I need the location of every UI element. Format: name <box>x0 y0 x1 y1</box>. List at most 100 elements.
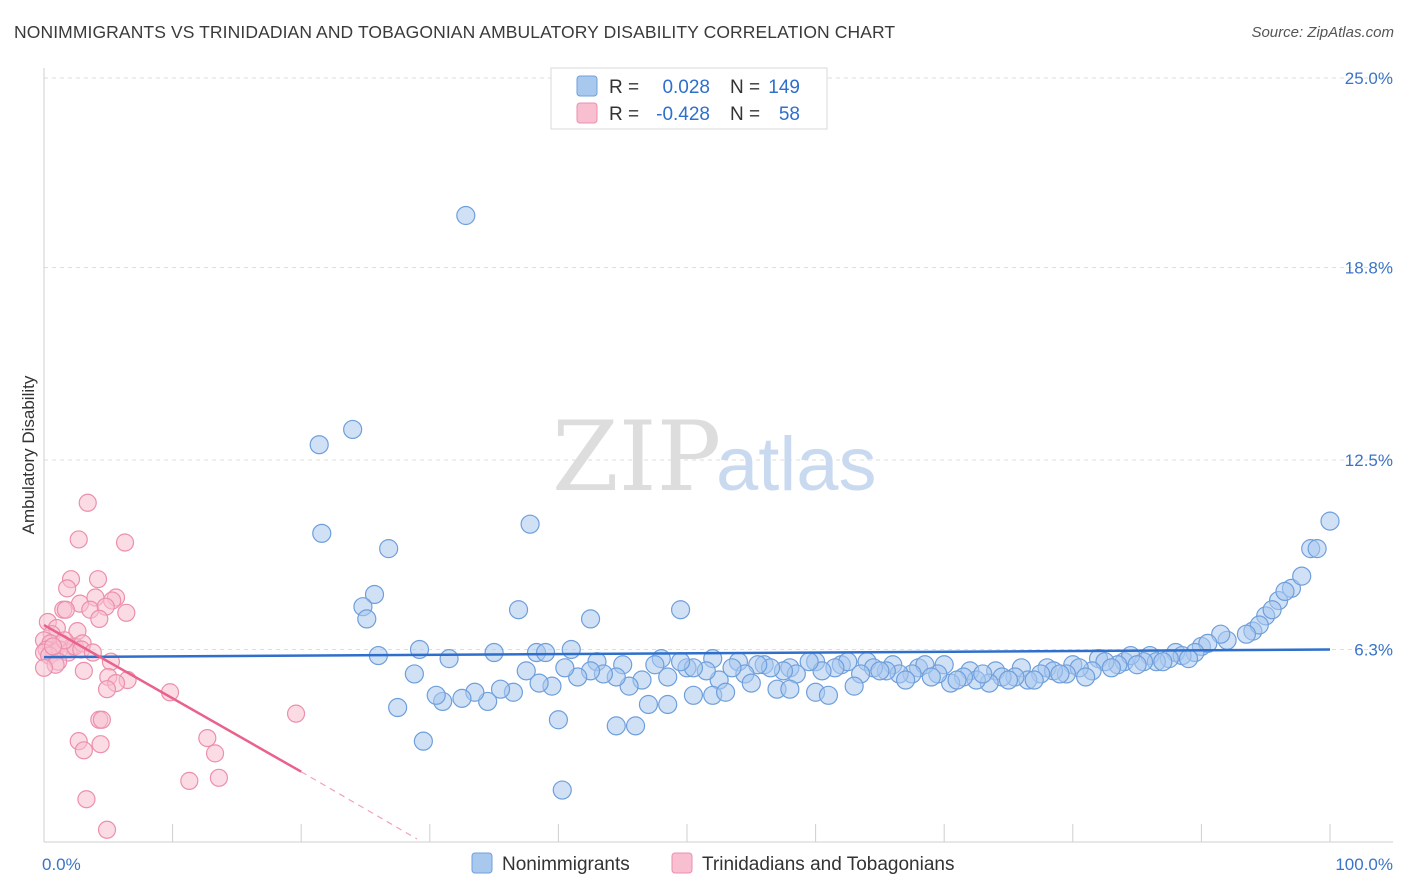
data-point <box>439 649 459 669</box>
trend-lines <box>43 623 1331 840</box>
data-point <box>88 570 108 589</box>
data-point <box>69 530 88 549</box>
data-point <box>379 539 399 559</box>
data-point <box>115 533 135 552</box>
data-point <box>715 682 736 702</box>
data-point <box>1076 667 1096 687</box>
data-point <box>56 600 75 619</box>
data-point <box>658 694 678 715</box>
data-point <box>508 600 529 620</box>
x-tick-label: 0.0% <box>42 855 81 874</box>
legend-bottom-blue-label: Nonimmigrants <box>502 854 630 875</box>
data-point <box>1307 539 1327 559</box>
y-tick-labels: 6.3% 12.5% 18.8% 25.0% <box>1345 69 1393 659</box>
data-point <box>413 731 433 751</box>
data-point <box>606 716 626 736</box>
y-axis-title: Ambulatory Disability <box>19 375 38 534</box>
data-point <box>91 735 110 754</box>
data-point <box>780 679 800 699</box>
data-point <box>561 639 581 660</box>
watermark-zip-text: ZIP <box>552 401 721 513</box>
data-point <box>1050 664 1070 684</box>
legend-bottom: Nonimmigrants Trinidadians and Tobagonia… <box>471 852 954 875</box>
legend-blue-swatch <box>576 75 598 97</box>
trinidadian-trend-extension <box>300 771 418 840</box>
data-point <box>1127 655 1147 675</box>
data-point <box>1320 511 1340 531</box>
data-point <box>870 661 890 681</box>
data-point <box>552 780 572 800</box>
watermark: ZIP atlas <box>552 401 877 513</box>
data-point <box>896 670 916 690</box>
data-point <box>74 661 93 680</box>
data-point <box>1275 581 1295 602</box>
data-point <box>529 673 549 693</box>
data-point <box>77 790 96 809</box>
data-point <box>198 728 217 748</box>
legend-pink-swatch <box>576 102 598 124</box>
y-tick-label: 6.3% <box>1354 640 1393 659</box>
data-point <box>580 609 601 629</box>
data-point <box>921 667 941 687</box>
data-point <box>92 710 111 729</box>
data-point <box>388 697 408 718</box>
data-point <box>97 820 117 839</box>
data-point <box>844 676 864 696</box>
legend-top: R = 0.028 N = 149 R = -0.428 N = 58 <box>550 67 828 130</box>
data-point <box>1178 649 1199 669</box>
data-point <box>97 680 117 699</box>
legend-pink-r-value: -0.428 <box>656 104 710 125</box>
data-point <box>1101 658 1121 678</box>
data-point <box>683 685 704 705</box>
y-tick-label: 12.5% <box>1345 451 1393 470</box>
data-point <box>658 667 678 687</box>
legend-bottom-blue-swatch <box>471 852 493 874</box>
legend-blue-n-value: 149 <box>768 77 800 98</box>
nonimmigrant-points <box>309 205 1340 800</box>
data-point <box>490 679 511 699</box>
data-point <box>818 685 839 705</box>
data-point <box>180 771 199 790</box>
legend-bottom-pink-label: Trinidadians and Tobagonians <box>702 854 954 875</box>
legend-bottom-pink-swatch <box>671 852 693 874</box>
data-point <box>670 600 691 620</box>
data-point <box>1262 600 1282 620</box>
axes <box>43 68 1393 843</box>
data-point <box>1024 670 1044 690</box>
trinidadian-trend-line <box>43 623 302 773</box>
trinidadian-points <box>34 493 306 839</box>
data-point <box>484 642 504 663</box>
data-point <box>309 435 329 455</box>
data-point <box>286 704 306 723</box>
data-point <box>43 637 63 656</box>
data-point <box>34 658 54 677</box>
data-point <box>670 652 691 672</box>
data-point <box>973 664 993 684</box>
data-point <box>998 670 1019 690</box>
data-point <box>404 664 424 684</box>
data-point <box>205 744 225 763</box>
data-point <box>555 658 575 678</box>
data-point <box>357 609 377 629</box>
source-label: Source: ZipAtlas.com <box>1251 24 1394 41</box>
data-point <box>364 584 385 605</box>
data-point <box>312 523 332 543</box>
legend-pink-n-label: N = <box>730 104 760 125</box>
data-point <box>343 419 363 440</box>
legend-pink-r-label: R = <box>609 104 639 125</box>
data-point <box>78 493 97 512</box>
nonimmigrants-trend-line <box>43 648 1331 659</box>
legend-blue-r-label: R = <box>609 77 639 98</box>
legend-pink-n-value: 58 <box>779 104 800 125</box>
legend-blue-r-value: 0.028 <box>662 77 710 98</box>
x-tick-labels: 0.0% 100.0% <box>42 855 1393 874</box>
data-point <box>456 205 476 226</box>
data-point <box>90 609 109 629</box>
x-tick-label: 100.0% <box>1335 855 1393 874</box>
data-point <box>1292 566 1312 586</box>
data-point <box>625 716 646 736</box>
y-tick-label: 18.8% <box>1345 258 1393 277</box>
data-point <box>58 579 77 598</box>
data-point <box>645 655 665 675</box>
